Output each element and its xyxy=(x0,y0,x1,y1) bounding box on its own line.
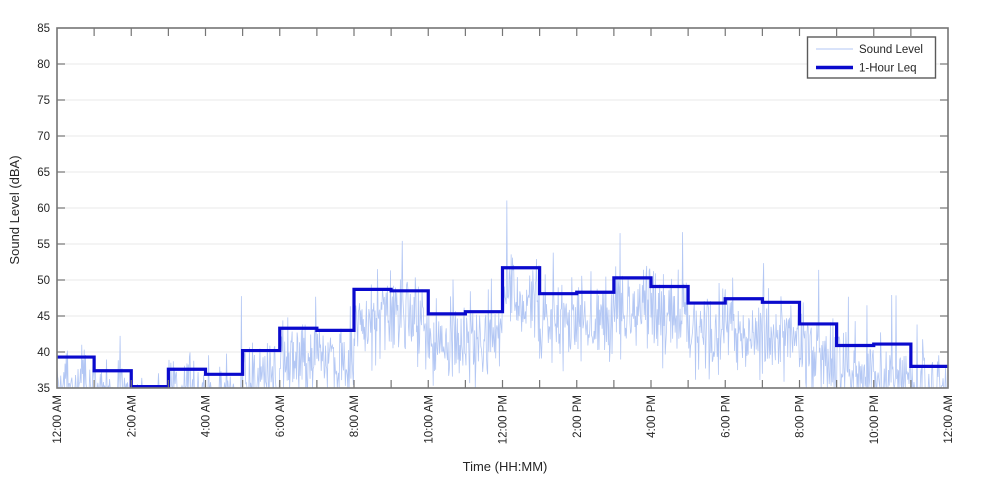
x-tick-label: 10:00 AM xyxy=(423,395,435,444)
x-tick-label: 12:00 AM xyxy=(52,395,64,444)
y-tick-label: 65 xyxy=(37,167,50,179)
y-tick-labels: 35 40 45 50 55 60 65 70 75 80 85 xyxy=(37,23,50,395)
y-axis-label: Sound Level (dBA) xyxy=(7,155,22,264)
y-tick-label: 60 xyxy=(37,203,50,215)
x-tick-label: 6:00 PM xyxy=(720,395,732,438)
y-tick-label: 50 xyxy=(37,275,50,287)
one-hour-leq-series xyxy=(57,266,948,389)
x-tick-label: 8:00 AM xyxy=(349,395,361,437)
y-tick-label: 70 xyxy=(37,131,50,143)
one-hour-leq-line xyxy=(57,266,948,389)
x-tick-label: 12:00 PM xyxy=(498,395,510,444)
y-tick-label: 85 xyxy=(37,23,50,35)
legend-label-leq: 1-Hour Leq xyxy=(859,63,917,75)
x-tick-label: 2:00 PM xyxy=(572,395,584,438)
x-tick-label: 8:00 PM xyxy=(795,395,807,438)
axis-ticks xyxy=(57,28,948,388)
legend-label-sound-level: Sound Level xyxy=(859,44,923,56)
y-tick-label: 45 xyxy=(37,311,50,323)
x-axis-label: Time (HH:MM) xyxy=(463,459,548,474)
gridlines xyxy=(57,63,948,353)
y-tick-label: 55 xyxy=(37,239,50,251)
legend: Sound Level 1-Hour Leq xyxy=(806,36,937,79)
x-tick-label: 2:00 AM xyxy=(126,395,138,437)
x-tick-label: 4:00 AM xyxy=(201,395,213,437)
y-tick-label: 40 xyxy=(37,347,50,359)
x-tick-label: 6:00 AM xyxy=(275,395,287,437)
y-tick-label: 80 xyxy=(37,59,50,71)
x-tick-label: 10:00 PM xyxy=(869,395,881,444)
x-tick-label: 12:00 AM xyxy=(943,395,955,444)
y-tick-label: 35 xyxy=(37,383,50,395)
x-tick-label: 4:00 PM xyxy=(646,395,658,438)
y-tick-label: 75 xyxy=(37,95,50,107)
legend-box xyxy=(806,36,937,79)
x-tick-labels: 12:00 AM 2:00 AM 4:00 AM 6:00 AM 8:00 AM 10:0… xyxy=(52,395,955,444)
